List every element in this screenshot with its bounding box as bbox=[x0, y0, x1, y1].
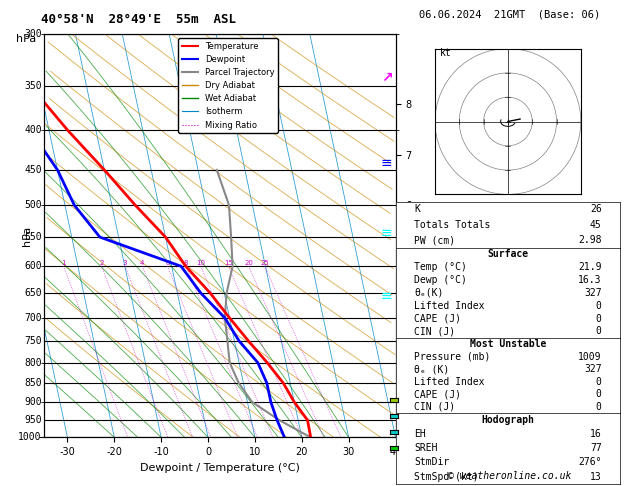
Text: Totals Totals: Totals Totals bbox=[414, 220, 491, 230]
Text: 6: 6 bbox=[165, 260, 170, 266]
Text: 8: 8 bbox=[184, 260, 188, 266]
Text: Most Unstable: Most Unstable bbox=[470, 339, 546, 349]
Text: 950: 950 bbox=[24, 415, 42, 425]
Text: 650: 650 bbox=[24, 288, 42, 298]
Text: 0: 0 bbox=[596, 377, 602, 387]
Text: 0: 0 bbox=[596, 402, 602, 412]
Text: CIN (J): CIN (J) bbox=[414, 326, 455, 336]
Text: 20: 20 bbox=[244, 260, 253, 266]
Text: 15: 15 bbox=[224, 260, 233, 266]
Text: 21.9: 21.9 bbox=[578, 262, 602, 272]
Text: 450: 450 bbox=[24, 165, 42, 175]
Text: 1: 1 bbox=[62, 260, 66, 266]
Text: ↗: ↗ bbox=[381, 71, 392, 85]
Text: 06.06.2024  21GMT  (Base: 06): 06.06.2024 21GMT (Base: 06) bbox=[419, 10, 600, 19]
Text: hPa: hPa bbox=[16, 34, 36, 44]
Text: 13: 13 bbox=[590, 471, 602, 482]
Text: 10: 10 bbox=[196, 260, 205, 266]
Text: 1009: 1009 bbox=[578, 351, 602, 362]
Text: ≡: ≡ bbox=[381, 226, 392, 240]
Text: ≡: ≡ bbox=[381, 156, 392, 170]
Legend: Temperature, Dewpoint, Parcel Trajectory, Dry Adiabat, Wet Adiabat, Isotherm, Mi: Temperature, Dewpoint, Parcel Trajectory… bbox=[178, 38, 278, 133]
Text: 16.3: 16.3 bbox=[578, 275, 602, 285]
Text: PW (cm): PW (cm) bbox=[414, 235, 455, 245]
Text: Dewp (°C): Dewp (°C) bbox=[414, 275, 467, 285]
Text: kt: kt bbox=[440, 48, 452, 58]
Text: ≡: ≡ bbox=[381, 290, 392, 303]
Text: 45: 45 bbox=[590, 220, 602, 230]
Text: 2: 2 bbox=[99, 260, 104, 266]
Text: 900: 900 bbox=[24, 397, 42, 407]
Text: 700: 700 bbox=[24, 313, 42, 323]
Text: 850: 850 bbox=[24, 378, 42, 388]
Text: 1000: 1000 bbox=[18, 433, 42, 442]
Text: 25: 25 bbox=[260, 260, 269, 266]
X-axis label: Dewpoint / Temperature (°C): Dewpoint / Temperature (°C) bbox=[140, 463, 300, 473]
Text: 0: 0 bbox=[596, 389, 602, 399]
Text: 327: 327 bbox=[584, 288, 602, 298]
Text: CAPE (J): CAPE (J) bbox=[414, 389, 461, 399]
Text: © weatheronline.co.uk: © weatheronline.co.uk bbox=[448, 471, 571, 481]
Text: 327: 327 bbox=[584, 364, 602, 374]
Text: 0: 0 bbox=[596, 313, 602, 324]
Text: CAPE (J): CAPE (J) bbox=[414, 313, 461, 324]
Text: Temp (°C): Temp (°C) bbox=[414, 262, 467, 272]
Text: 276°: 276° bbox=[578, 457, 602, 468]
Text: K: K bbox=[414, 205, 420, 214]
Text: 16: 16 bbox=[590, 429, 602, 439]
Text: LCL: LCL bbox=[397, 419, 412, 428]
Text: 500: 500 bbox=[24, 200, 42, 210]
Text: CIN (J): CIN (J) bbox=[414, 402, 455, 412]
Text: Lifted Index: Lifted Index bbox=[414, 377, 484, 387]
Text: 40°58'N  28°49'E  55m  ASL: 40°58'N 28°49'E 55m ASL bbox=[41, 13, 236, 26]
Text: Pressure (mb): Pressure (mb) bbox=[414, 351, 491, 362]
Text: 77: 77 bbox=[590, 443, 602, 453]
Text: 800: 800 bbox=[24, 358, 42, 367]
Text: Lifted Index: Lifted Index bbox=[414, 301, 484, 311]
Y-axis label: hPa: hPa bbox=[21, 226, 31, 246]
Text: 0: 0 bbox=[596, 301, 602, 311]
Text: 4: 4 bbox=[140, 260, 145, 266]
Text: Hodograph: Hodograph bbox=[481, 415, 535, 425]
Text: 2.98: 2.98 bbox=[578, 235, 602, 245]
Text: StmSpd (kt): StmSpd (kt) bbox=[414, 471, 479, 482]
Text: 26: 26 bbox=[590, 205, 602, 214]
Text: 600: 600 bbox=[24, 261, 42, 271]
Text: θₑ (K): θₑ (K) bbox=[414, 364, 449, 374]
Text: Surface: Surface bbox=[487, 249, 528, 260]
Text: SREH: SREH bbox=[414, 443, 438, 453]
Text: 350: 350 bbox=[24, 81, 42, 91]
Text: 550: 550 bbox=[24, 232, 42, 242]
Text: 0: 0 bbox=[596, 326, 602, 336]
Y-axis label: km
ASL: km ASL bbox=[419, 236, 437, 257]
Text: EH: EH bbox=[414, 429, 426, 439]
Text: StmDir: StmDir bbox=[414, 457, 449, 468]
Text: 3: 3 bbox=[123, 260, 127, 266]
Text: θₑ(K): θₑ(K) bbox=[414, 288, 443, 298]
Text: 300: 300 bbox=[24, 29, 42, 39]
Text: 400: 400 bbox=[24, 125, 42, 136]
Text: 750: 750 bbox=[24, 336, 42, 346]
